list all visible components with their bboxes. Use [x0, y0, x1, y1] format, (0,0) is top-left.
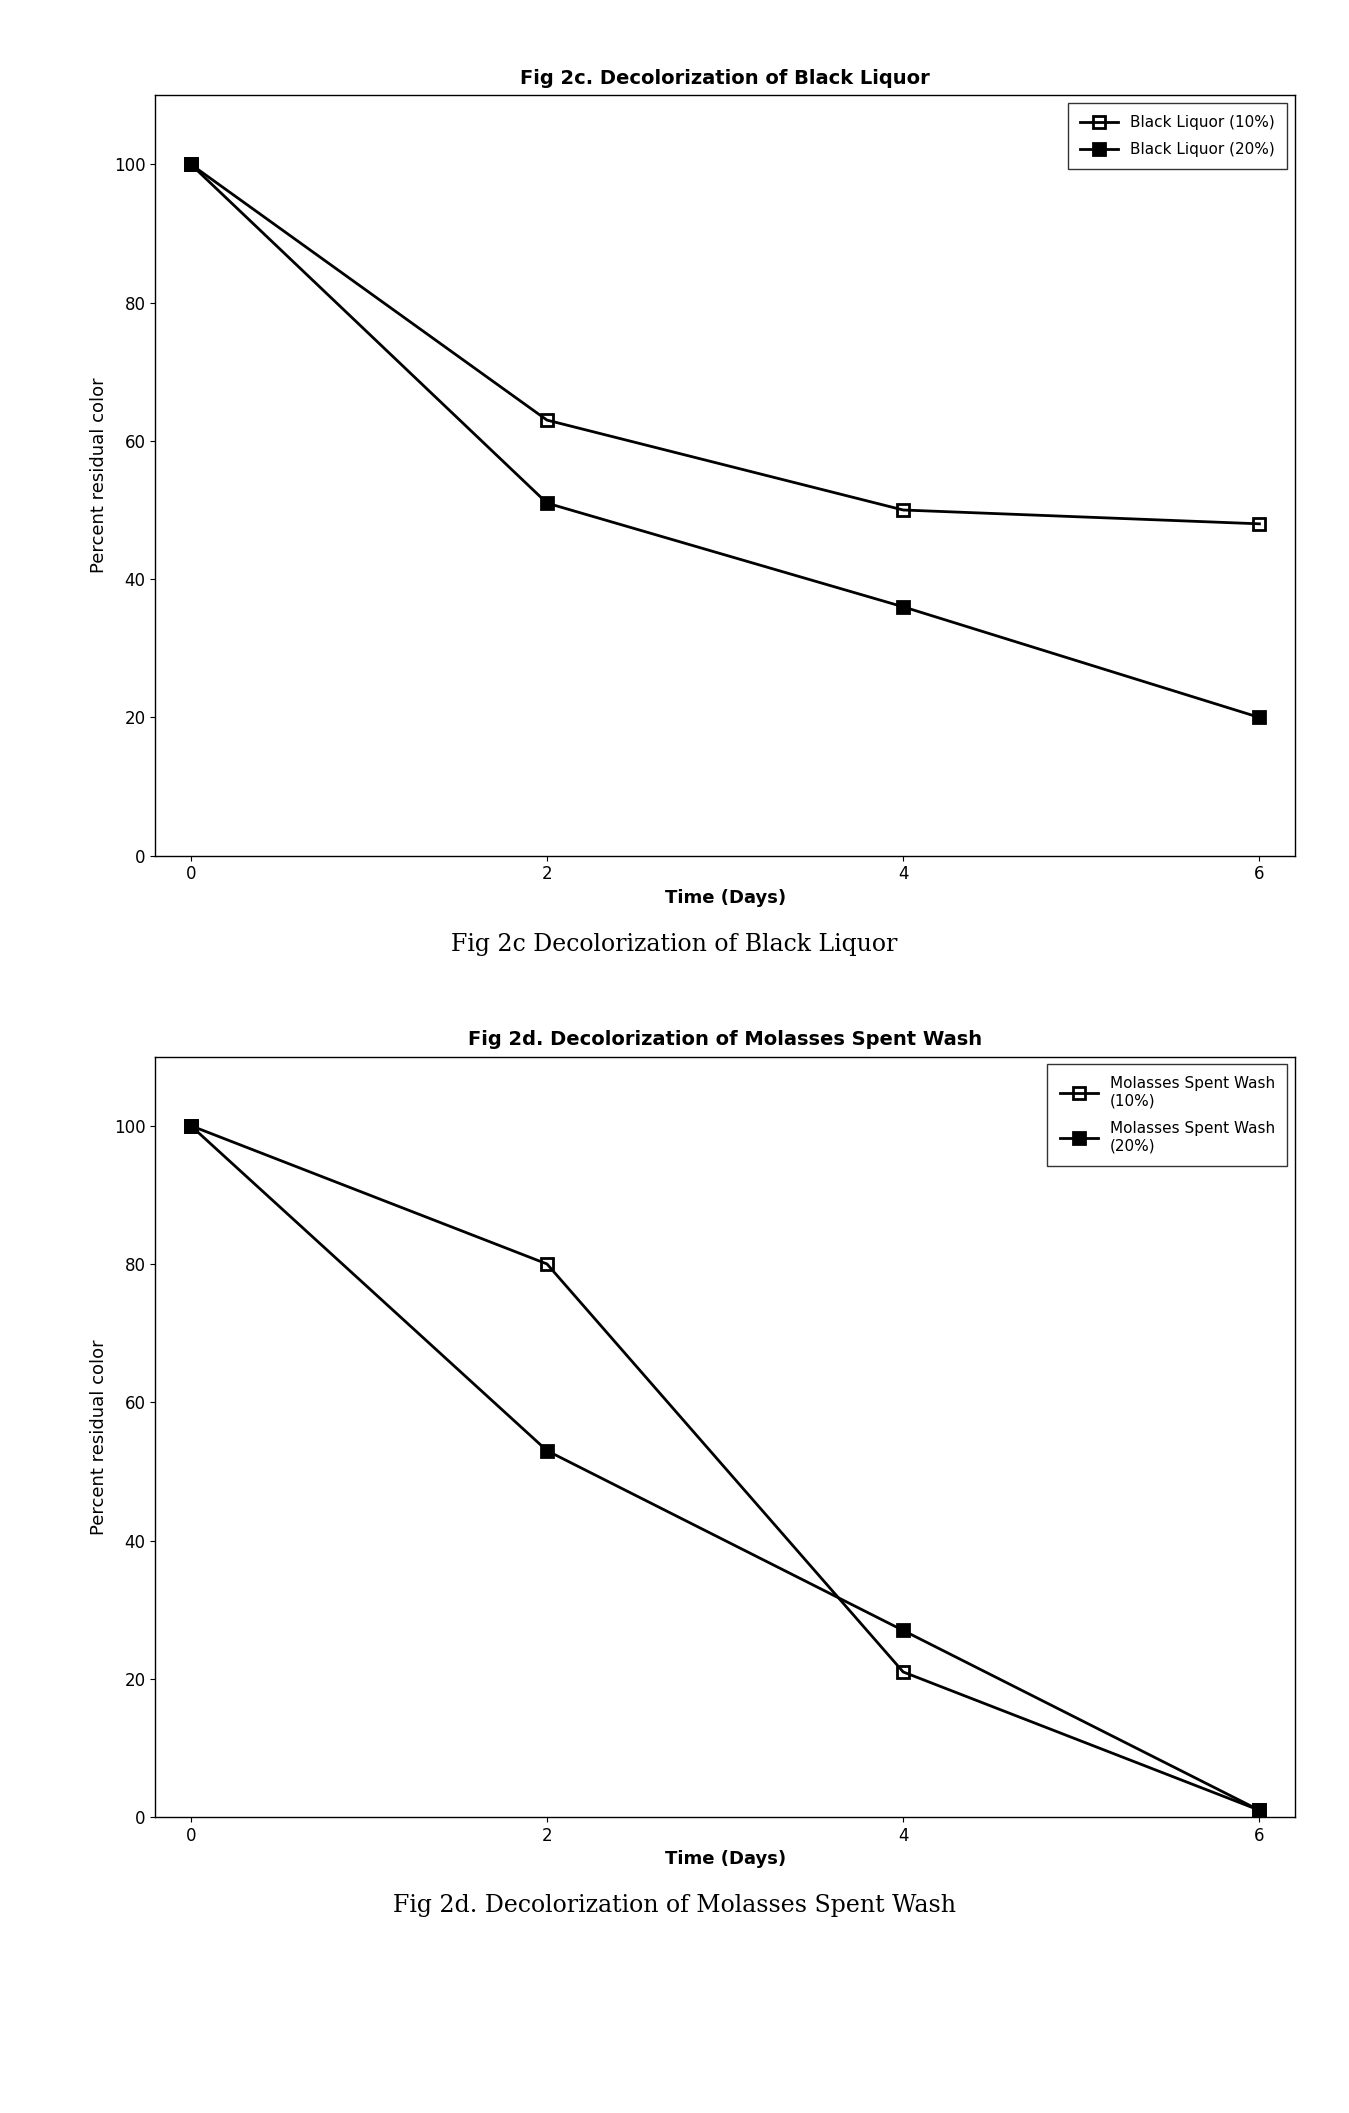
Line: Molasses Spent Wash
(20%): Molasses Spent Wash (20%): [185, 1120, 1265, 1817]
Black Liquor (10%): [896, 497, 912, 522]
Text: Fig 2d. Decolorization of Molasses Spent Wash: Fig 2d. Decolorization of Molasses Spent…: [393, 1895, 956, 1916]
Molasses Spent Wash
(20%): [182, 1114, 198, 1139]
Line: Molasses Spent Wash
(10%): Molasses Spent Wash (10%): [185, 1120, 1265, 1817]
Black Liquor (20%): [1252, 706, 1268, 731]
Text: Fig 2c Decolorization of Black Liquor: Fig 2c Decolorization of Black Liquor: [452, 934, 897, 955]
Title: Fig 2c. Decolorization of Black Liquor: Fig 2c. Decolorization of Black Liquor: [521, 70, 929, 89]
Legend: Black Liquor (10%), Black Liquor (20%): Black Liquor (10%), Black Liquor (20%): [1068, 104, 1287, 169]
X-axis label: Time (Days): Time (Days): [665, 890, 785, 906]
Molasses Spent Wash
(20%): [1252, 1798, 1268, 1824]
Black Liquor (10%): [538, 408, 554, 433]
Molasses Spent Wash
(10%): [182, 1114, 198, 1139]
Title: Fig 2d. Decolorization of Molasses Spent Wash: Fig 2d. Decolorization of Molasses Spent…: [468, 1031, 982, 1050]
Black Liquor (10%): [1252, 511, 1268, 537]
Legend: Molasses Spent Wash
(10%), Molasses Spent Wash
(20%): Molasses Spent Wash (10%), Molasses Spen…: [1047, 1065, 1287, 1166]
Black Liquor (20%): [182, 152, 198, 177]
Black Liquor (20%): [896, 594, 912, 619]
X-axis label: Time (Days): Time (Days): [665, 1851, 785, 1868]
Molasses Spent Wash
(10%): [538, 1251, 554, 1276]
Molasses Spent Wash
(20%): [896, 1619, 912, 1644]
Line: Black Liquor (20%): Black Liquor (20%): [185, 158, 1265, 725]
Molasses Spent Wash
(10%): [896, 1659, 912, 1684]
Black Liquor (20%): [538, 490, 554, 516]
Y-axis label: Percent residual color: Percent residual color: [90, 378, 108, 573]
Molasses Spent Wash
(20%): [538, 1439, 554, 1464]
Molasses Spent Wash
(10%): [1252, 1798, 1268, 1824]
Line: Black Liquor (10%): Black Liquor (10%): [185, 158, 1265, 530]
Black Liquor (10%): [182, 152, 198, 177]
Y-axis label: Percent residual color: Percent residual color: [90, 1340, 108, 1534]
